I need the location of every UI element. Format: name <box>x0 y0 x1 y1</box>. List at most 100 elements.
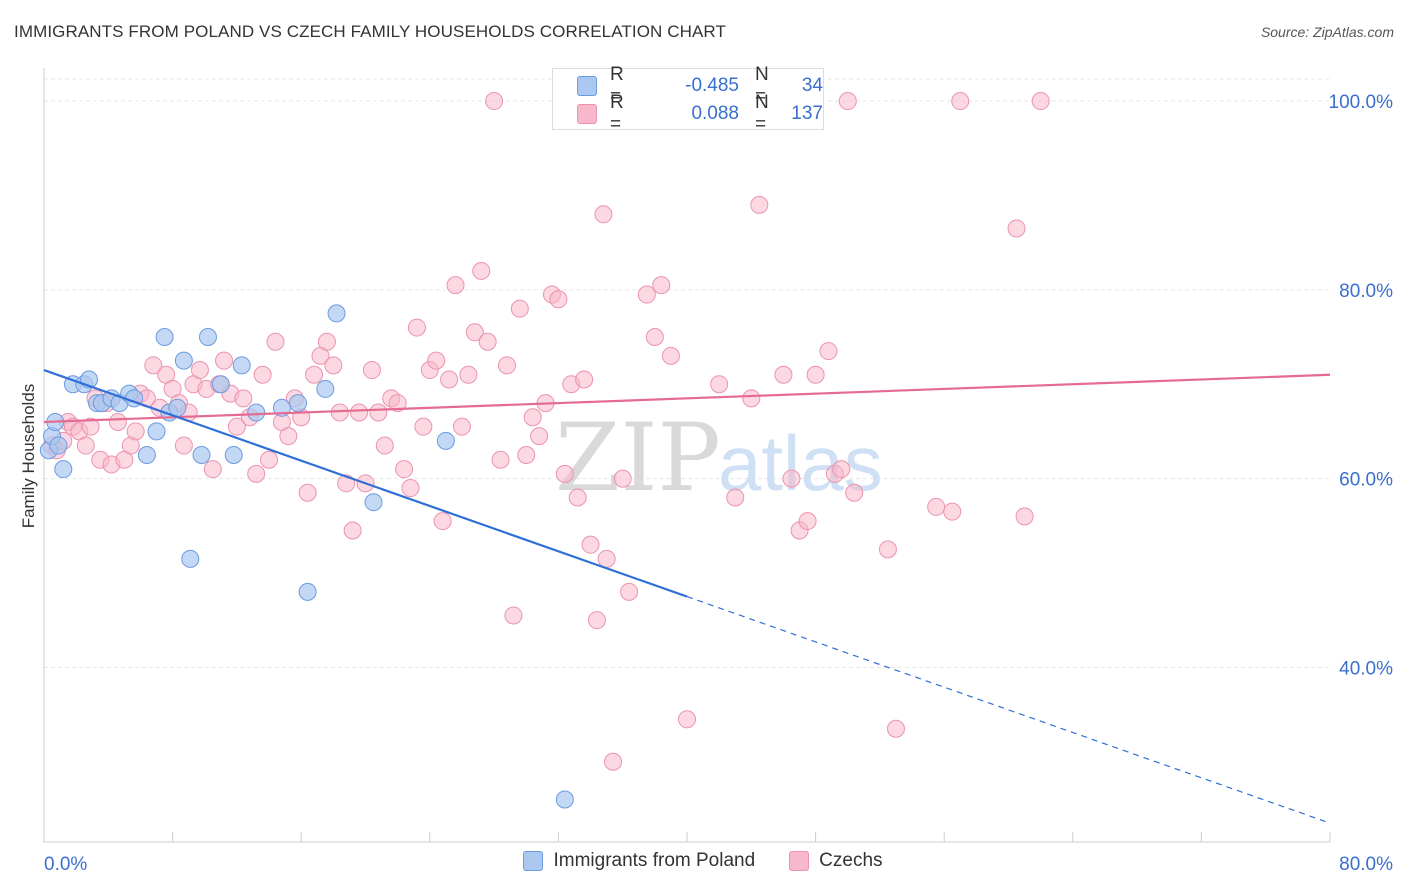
czech-point <box>324 356 343 375</box>
czech-point <box>1007 219 1026 238</box>
czech-point <box>452 417 471 436</box>
x-tick-label: 80.0% <box>1339 854 1393 875</box>
poland-point <box>247 403 266 422</box>
poland-point <box>137 446 156 464</box>
poland-point <box>155 328 174 347</box>
poland-point <box>192 446 211 464</box>
poland-point <box>174 351 193 370</box>
czech-point <box>620 582 639 601</box>
czech-point <box>613 469 632 488</box>
source-label: Source: ZipAtlas.com <box>1260 24 1394 40</box>
stats-legend: R = -0.485 N = 34 R = 0.088 N = 137 <box>552 64 824 135</box>
czech-trend-line <box>43 373 1331 424</box>
czech-point <box>575 370 594 389</box>
y-tick-label: 100.0% <box>1329 92 1394 113</box>
y-axis-title: Family Households <box>19 384 38 529</box>
x-tick-label: 0.0% <box>44 854 87 875</box>
y-tick-label: 60.0% <box>1339 470 1393 491</box>
czech-point <box>491 450 510 469</box>
legend-item-czechs[interactable]: Czechs <box>789 850 883 872</box>
czech-point <box>510 299 529 318</box>
czech-point <box>81 417 100 436</box>
czech-point <box>253 365 272 384</box>
y-tick-label: 40.0% <box>1339 658 1393 679</box>
czech-point <box>266 332 285 351</box>
czech-point <box>645 328 664 347</box>
czech-point <box>343 521 362 540</box>
czech-point <box>568 488 587 507</box>
czech-point <box>440 370 459 389</box>
n-value: 34 <box>801 75 823 96</box>
czech-point <box>369 403 388 422</box>
czech-point <box>414 417 433 436</box>
poland-point <box>224 446 243 464</box>
czech-point <box>126 422 145 441</box>
czech-point <box>362 361 381 380</box>
grid-layer <box>44 78 1330 668</box>
czech-point <box>446 276 465 295</box>
czech-point <box>504 606 523 625</box>
legend-swatch-poland <box>523 851 544 871</box>
czech-swatch <box>577 104 597 124</box>
label-layer: 40.0% 60.0% 80.0% 100.0% 0.0% 80.0% <box>44 92 1393 875</box>
r-label: R = <box>610 92 624 135</box>
poland-point <box>436 431 455 450</box>
poland-point <box>211 375 230 394</box>
czech-point <box>459 365 478 384</box>
czech-point <box>485 92 504 111</box>
czech-point <box>594 205 613 224</box>
czech-point <box>305 365 324 384</box>
czech-point <box>1015 507 1034 526</box>
poland-trend-extension <box>686 596 1331 824</box>
czech-point <box>549 290 568 309</box>
czech-point <box>878 540 897 559</box>
legend-label-czechs: Czechs <box>819 850 883 871</box>
czech-point <box>330 403 349 422</box>
czech-point <box>497 356 516 375</box>
poland-swatch <box>577 76 597 96</box>
czech-point <box>395 460 414 479</box>
czech-point <box>742 389 761 408</box>
czech-point <box>517 446 536 464</box>
y-tick-label: 80.0% <box>1339 281 1393 302</box>
czech-point <box>774 365 793 384</box>
czech-point <box>678 710 696 729</box>
czech-point <box>806 365 825 384</box>
poland-point <box>364 493 383 512</box>
czech-point <box>845 483 864 502</box>
czech-point <box>604 752 623 771</box>
legend-item-poland[interactable]: Immigrants from Poland <box>523 850 755 872</box>
czech-point <box>661 346 680 365</box>
bottom-legend: Immigrants from Poland Czechs <box>0 850 1406 872</box>
czech-point <box>144 356 163 375</box>
czech-point <box>1031 92 1050 111</box>
czech-point <box>710 375 729 394</box>
czech-point <box>247 464 266 483</box>
czech-point <box>943 502 962 521</box>
trend-layer <box>43 369 1331 824</box>
czech-point <box>478 332 497 351</box>
czech-point <box>401 479 420 498</box>
czech-point <box>174 436 193 455</box>
poland-point <box>49 436 68 455</box>
poland-point <box>555 790 574 809</box>
czech-point <box>819 342 838 361</box>
czech-point <box>750 195 769 214</box>
czech-point <box>350 403 369 422</box>
poland-series <box>39 304 574 809</box>
n-value: 137 <box>791 103 823 124</box>
r-value: 0.088 <box>691 103 739 124</box>
poland-point <box>54 460 73 479</box>
czech-point <box>832 460 851 479</box>
chart-title: IMMIGRANTS FROM POLAND VS CZECH FAMILY H… <box>14 22 726 41</box>
czech-point <box>433 512 452 531</box>
czech-point <box>427 351 446 370</box>
czech-point <box>530 427 549 446</box>
czech-point <box>523 408 542 427</box>
czech-point <box>587 611 606 630</box>
czech-point <box>555 464 574 483</box>
poland-point <box>181 549 200 568</box>
czech-point <box>215 351 234 370</box>
poland-point <box>327 304 346 323</box>
